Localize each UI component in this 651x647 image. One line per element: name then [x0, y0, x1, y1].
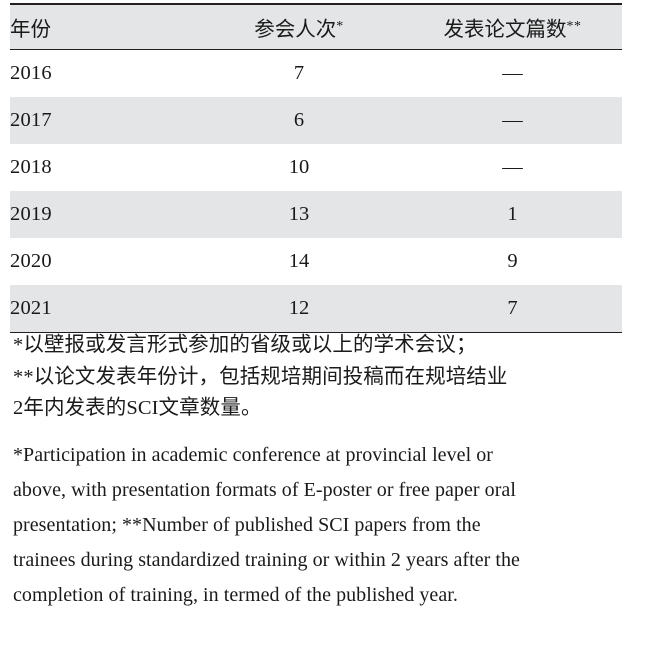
footnote-english-line-5: completion of training, in termed of the… — [13, 583, 458, 606]
footnote-english: *Participation in academic conference at… — [13, 438, 638, 613]
table-row: 2016 7 — — [10, 49, 622, 97]
footnote-chinese-line-3: 2年内发表的SCI文章数量。 — [13, 397, 262, 419]
footnote-marker-single-asterisk: * — [336, 19, 344, 35]
table-header-row: 年份 参会人次* 发表论文篇数** — [10, 3, 622, 50]
column-header-participants: 参会人次* — [195, 3, 403, 50]
column-header-year-label: 年份 — [10, 19, 51, 41]
column-header-year: 年份 — [10, 3, 195, 50]
cell-participants: 7 — [195, 49, 403, 97]
cell-papers: 9 — [403, 238, 622, 285]
column-header-papers: 发表论文篇数** — [403, 3, 622, 50]
cell-participants: 10 — [195, 144, 403, 191]
footnote-english-line-4: trainees during standardized training or… — [13, 548, 520, 571]
cell-papers: 1 — [403, 191, 622, 238]
table-row: 2017 6 — — [10, 97, 622, 144]
footnote-english-line-1: *Participation in academic conference at… — [13, 443, 494, 466]
cell-year: 2017 — [10, 97, 195, 144]
statistics-table-container: 年份 参会人次* 发表论文篇数** 2016 7 — 2017 6 — 2018 — [10, 3, 622, 333]
cell-papers: 7 — [403, 285, 622, 333]
table-row: 2021 12 7 — [10, 285, 622, 333]
cell-year: 2020 — [10, 238, 195, 285]
footnote-chinese-line-1: *以壁报或发言形式参加的省级或以上的学术会议； — [13, 334, 477, 356]
cell-year: 2016 — [10, 49, 195, 97]
footnotes-container: *以壁报或发言形式参加的省级或以上的学术会议； **以论文发表年份计，包括规培期… — [13, 330, 638, 613]
footnote-marker-double-asterisk: ** — [566, 19, 582, 35]
table-body: 2016 7 — 2017 6 — 2018 10 — 2019 13 — [10, 49, 622, 333]
footnote-chinese: *以壁报或发言形式参加的省级或以上的学术会议； **以论文发表年份计，包括规培期… — [13, 330, 638, 425]
column-header-participants-label: 参会人次 — [254, 19, 337, 41]
footnote-english-line-3: presentation; **Number of published SCI … — [13, 513, 481, 536]
table-row: 2020 14 9 — [10, 238, 622, 285]
cell-papers: — — [403, 144, 622, 191]
cell-year: 2021 — [10, 285, 195, 333]
cell-participants: 6 — [195, 97, 403, 144]
cell-year: 2019 — [10, 191, 195, 238]
table-row: 2019 13 1 — [10, 191, 622, 238]
cell-participants: 14 — [195, 238, 403, 285]
footnote-chinese-line-2: **以论文发表年份计，包括规培期间投稿而在规培结业 — [13, 365, 508, 388]
table-row: 2018 10 — — [10, 144, 622, 191]
cell-participants: 12 — [195, 285, 403, 333]
cell-year: 2018 — [10, 144, 195, 191]
cell-papers: — — [403, 97, 622, 144]
table-header: 年份 参会人次* 发表论文篇数** — [10, 3, 622, 50]
footnote-english-line-2: above, with presentation formats of E-po… — [13, 478, 516, 501]
cell-papers: — — [403, 49, 622, 97]
column-header-papers-label: 发表论文篇数 — [443, 19, 567, 41]
cell-participants: 13 — [195, 191, 403, 238]
statistics-table: 年份 参会人次* 发表论文篇数** 2016 7 — 2017 6 — 2018 — [10, 3, 622, 333]
